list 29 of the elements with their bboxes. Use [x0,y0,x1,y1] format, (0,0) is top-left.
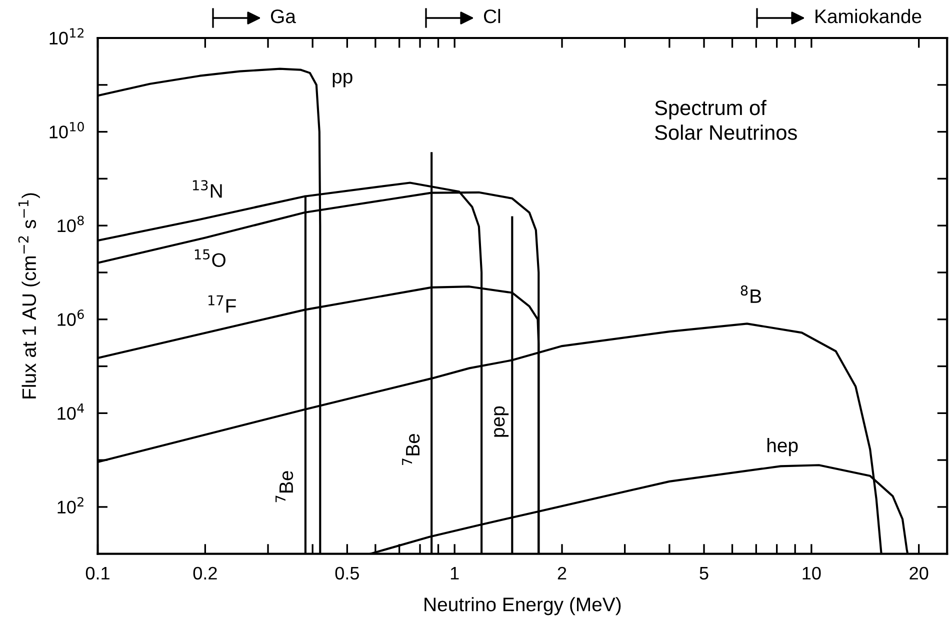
text: Cl [484,8,500,24]
series-label: $^{8}$B [740,285,762,303]
y-tick-label: 10$^{4}$ [58,403,84,420]
x-axis-title: Neutrino Energy (MeV) [424,597,621,616]
x-tick-label: 1 [450,567,459,580]
y-tick-label: 10$^{10}$ [50,122,84,138]
text: Ga [270,9,296,24]
x-tick-label: 20 [910,566,928,580]
x-tick-label: 2 [558,566,566,580]
y-tick-label: 10$^{12}$ [50,28,84,45]
series-label: $^{17}$F [208,295,236,313]
y-tick-label: 10$^{2}$ [58,497,84,514]
series-label: $^{13}$N [192,180,222,198]
text: pep [494,406,509,437]
text: Kamiokande [816,8,922,24]
text: Spectrum of Solar Neutrinos [655,100,797,140]
series-label: pp [332,72,352,88]
x-tick-label: 0.5 [335,566,359,580]
x-tick-label: 0.1 [86,566,110,580]
y-tick-label: 10$^{6}$ [58,309,84,326]
text: $^{7}$Be [276,471,294,502]
x-tick-label: 5 [700,567,708,580]
x-tick-label: 10 [802,566,821,580]
y-tick-label: 10$^{8}$ [58,216,84,232]
series-label: $^{15}$O [194,249,226,267]
series-label: hep [767,438,798,456]
x-tick-label: 0.2 [193,566,217,580]
y-axis-title: Flux at 1 AU (cm$^{−2}$ s$^{−1}$) [18,193,40,398]
text: $^{7}$Be [402,434,420,465]
